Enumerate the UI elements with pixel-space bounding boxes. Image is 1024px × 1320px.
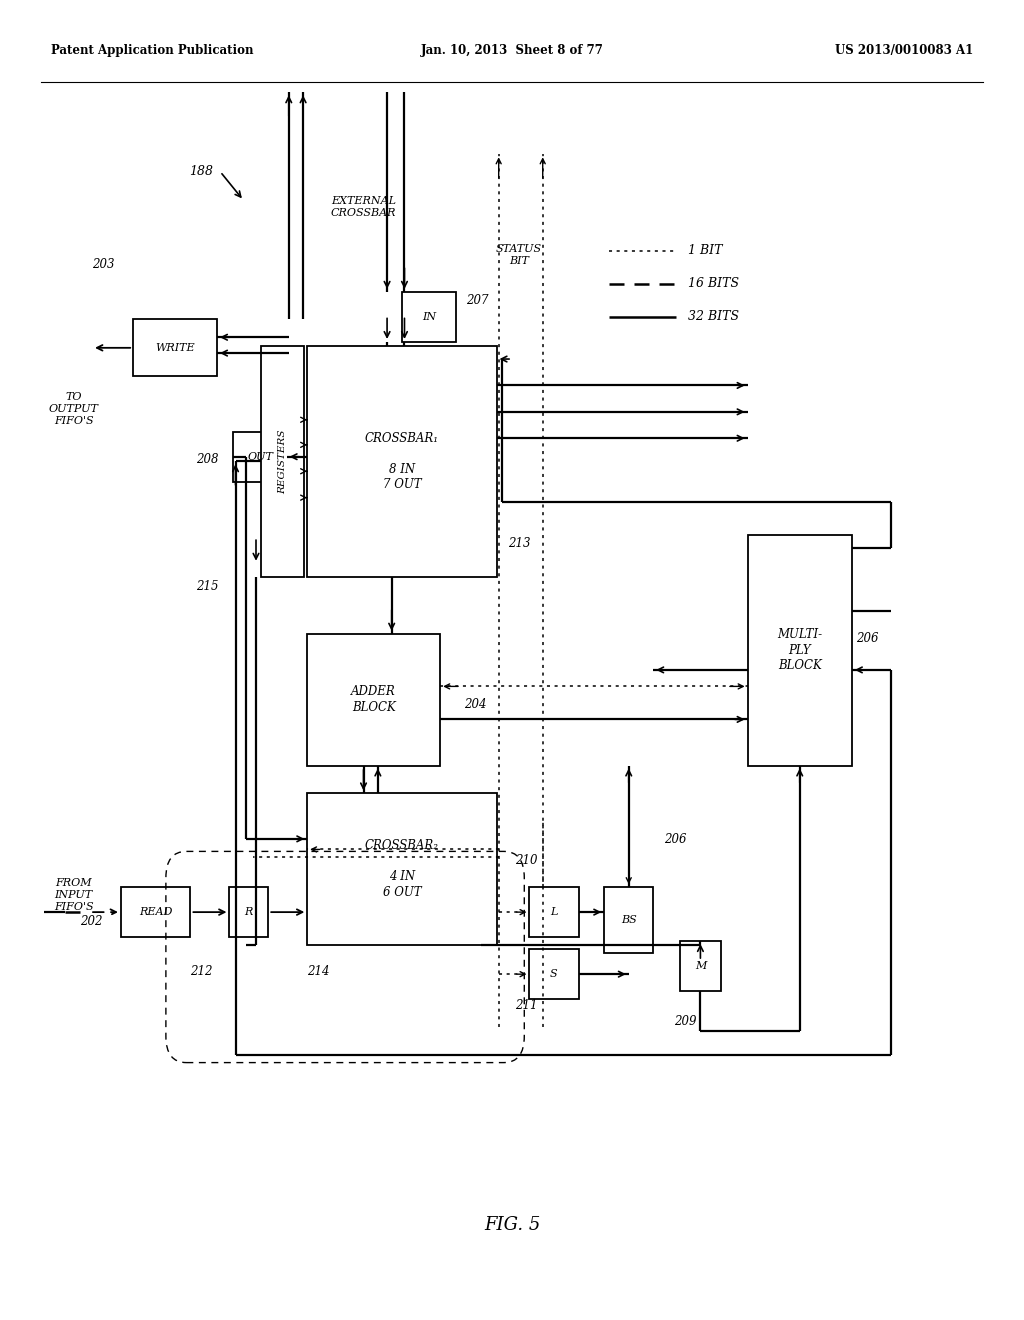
Text: 32 BITS: 32 BITS	[688, 310, 739, 323]
Text: 215: 215	[196, 579, 218, 593]
Text: 209: 209	[674, 1015, 696, 1028]
FancyBboxPatch shape	[133, 319, 217, 376]
FancyBboxPatch shape	[748, 535, 852, 766]
Text: CROSSBAR₁

8 IN
7 OUT: CROSSBAR₁ 8 IN 7 OUT	[365, 432, 439, 491]
Text: 212: 212	[190, 965, 213, 978]
Text: 188: 188	[189, 165, 213, 178]
FancyBboxPatch shape	[402, 292, 456, 342]
FancyBboxPatch shape	[529, 949, 579, 999]
Text: EXTERNAL
CROSSBAR: EXTERNAL CROSSBAR	[331, 197, 396, 218]
Text: 16 BITS: 16 BITS	[688, 277, 739, 290]
Text: L: L	[550, 907, 558, 917]
Text: 206: 206	[856, 632, 879, 645]
Text: 203: 203	[92, 257, 115, 271]
Text: TO
OUTPUT
FIFO'S: TO OUTPUT FIFO'S	[49, 392, 98, 426]
Text: FIG. 5: FIG. 5	[483, 1216, 541, 1234]
Text: ADDER
BLOCK: ADDER BLOCK	[351, 685, 396, 714]
Text: OUT: OUT	[247, 451, 273, 462]
Text: M: M	[694, 961, 707, 972]
Text: CROSSBAR₂

4 IN
6 OUT: CROSSBAR₂ 4 IN 6 OUT	[365, 840, 439, 899]
Text: READ: READ	[139, 907, 172, 917]
Text: STATUS
BIT: STATUS BIT	[496, 244, 543, 265]
Text: MULTI-
PLY
BLOCK: MULTI- PLY BLOCK	[777, 628, 822, 672]
Text: WRITE: WRITE	[156, 343, 195, 352]
Text: 1 BIT: 1 BIT	[688, 244, 723, 257]
Text: 214: 214	[307, 965, 330, 978]
Text: 210: 210	[515, 854, 538, 867]
FancyBboxPatch shape	[529, 887, 579, 937]
Text: S: S	[550, 969, 558, 979]
Text: REGISTERS: REGISTERS	[279, 429, 287, 494]
FancyBboxPatch shape	[307, 634, 440, 766]
Text: 208: 208	[196, 453, 218, 466]
Text: FROM
INPUT
FIFO'S: FROM INPUT FIFO'S	[54, 878, 93, 912]
Text: 211: 211	[515, 999, 538, 1012]
FancyBboxPatch shape	[121, 887, 190, 937]
Text: 213: 213	[508, 537, 530, 550]
Text: US 2013/0010083 A1: US 2013/0010083 A1	[835, 44, 973, 57]
Text: 204: 204	[464, 698, 486, 711]
FancyBboxPatch shape	[604, 887, 653, 953]
FancyBboxPatch shape	[229, 887, 268, 937]
FancyBboxPatch shape	[307, 793, 497, 945]
FancyBboxPatch shape	[307, 346, 497, 577]
FancyBboxPatch shape	[233, 432, 287, 482]
Text: 207: 207	[466, 294, 488, 308]
Text: 202: 202	[80, 915, 102, 928]
FancyBboxPatch shape	[261, 346, 304, 577]
Text: IN: IN	[422, 312, 436, 322]
Text: BS: BS	[621, 915, 637, 925]
Text: R: R	[245, 907, 253, 917]
Text: Jan. 10, 2013  Sheet 8 of 77: Jan. 10, 2013 Sheet 8 of 77	[421, 44, 603, 57]
FancyBboxPatch shape	[680, 941, 721, 991]
Text: Patent Application Publication: Patent Application Publication	[51, 44, 254, 57]
Text: 206: 206	[664, 833, 686, 846]
